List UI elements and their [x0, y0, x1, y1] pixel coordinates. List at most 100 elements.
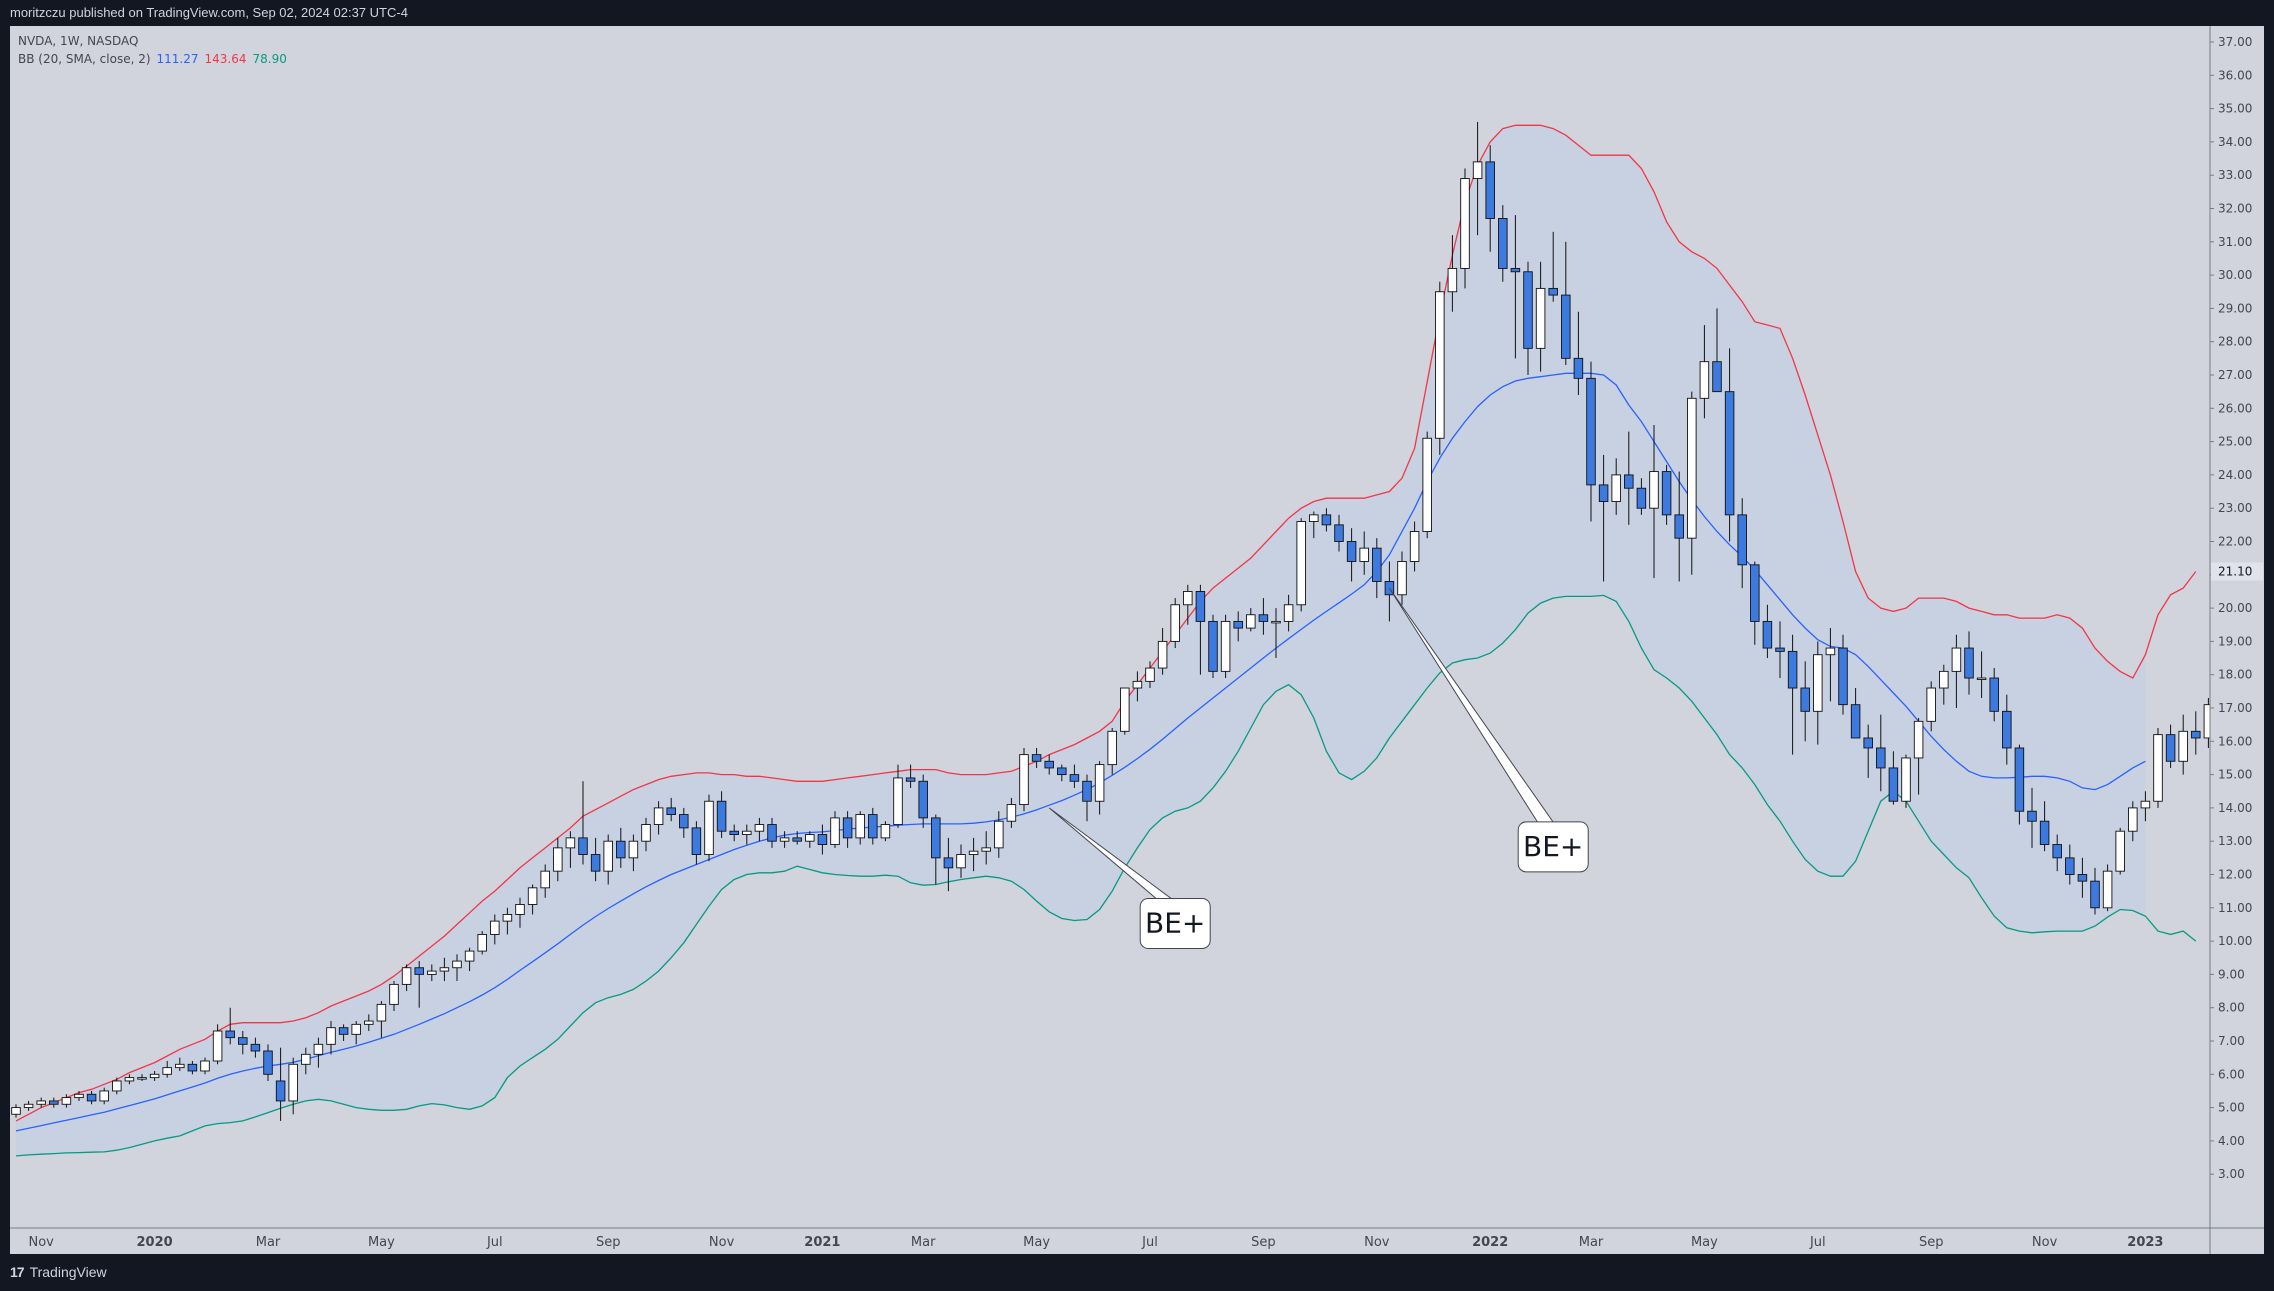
time-tick-label: Nov — [1364, 1235, 1390, 1250]
candle-body — [1649, 471, 1659, 509]
candle-body — [1271, 620, 1281, 624]
candle-body — [1523, 271, 1533, 349]
candle — [1271, 608, 1281, 659]
candle-body — [225, 1030, 235, 1039]
time-tick-label: May — [368, 1235, 395, 1250]
candle-body — [716, 800, 727, 832]
price-tick-label: 23.00 — [2218, 501, 2252, 515]
price-tick-label: 33.00 — [2218, 168, 2252, 182]
brand-name: TradingView — [29, 1264, 107, 1280]
candle-body — [1006, 804, 1017, 822]
candle-body — [880, 824, 891, 839]
candle — [313, 1037, 324, 1068]
candle-body — [1561, 294, 1571, 359]
candle — [830, 811, 840, 848]
price-tick-label: 24.00 — [2218, 468, 2252, 482]
publish-header: moritzczu published on TradingView.com, … — [0, 0, 2274, 26]
price-tick-label: 20.00 — [2218, 601, 2252, 615]
candle — [565, 831, 576, 868]
candle — [288, 1057, 298, 1115]
candle — [1535, 261, 1546, 372]
price-chart[interactable]: BE+ BE+ 3.00 4.00 5.00 6.00 7.00 8.00 9.00 10.00… — [10, 26, 2274, 1254]
price-tick-label: 12.00 — [2218, 868, 2252, 882]
price-tick-label: 11.00 — [2218, 901, 2252, 915]
price-tick-label: 31.00 — [2218, 235, 2252, 249]
candle-body — [893, 777, 903, 825]
price-tick-label: 5.00 — [2218, 1101, 2245, 1115]
candle-body — [527, 887, 538, 905]
candle — [653, 801, 664, 835]
basis-value: 111.27 — [156, 52, 199, 66]
time-tick-label: Sep — [1251, 1235, 1276, 1250]
candle — [2002, 694, 2012, 765]
candle-body — [1964, 647, 1974, 679]
candle-body — [956, 854, 966, 869]
candle — [99, 1087, 109, 1105]
candle — [452, 954, 462, 982]
candle-body — [275, 1080, 286, 1102]
candle-body — [1220, 620, 1231, 672]
candle — [1876, 714, 1886, 792]
price-tick-label: 6.00 — [2218, 1067, 2245, 1081]
candle-body — [603, 840, 613, 872]
symbol-line[interactable]: NVDA, 1W, NASDAQ — [18, 34, 139, 48]
candle — [1044, 754, 1054, 775]
candle — [1183, 584, 1193, 625]
candle — [376, 1001, 387, 1038]
candle-body — [2165, 734, 2176, 762]
candle-body — [1031, 754, 1042, 762]
time-tick-label: Sep — [1919, 1235, 1944, 1250]
candle-body — [1535, 287, 1546, 349]
candle — [162, 1060, 172, 1078]
candle — [1107, 727, 1117, 775]
candle-body — [1485, 161, 1495, 219]
time-tick-label: 2022 — [1472, 1235, 1508, 1250]
candle-body — [2090, 880, 2100, 909]
candle-body — [238, 1037, 248, 1045]
time-tick-label: Mar — [911, 1235, 936, 1250]
candle — [1586, 361, 1596, 522]
candle — [1624, 431, 1634, 525]
candle-body — [2065, 857, 2075, 875]
candle-body — [1598, 484, 1609, 502]
candle — [1031, 747, 1042, 768]
chart-pane[interactable]: BE+ BE+ 3.00 4.00 5.00 6.00 7.00 8.00 9.00 10.00… — [10, 26, 2274, 1254]
candle — [1485, 145, 1495, 252]
time-axis: Nov 2020 Mar May Jul Sep Nov 2021 Mar May Jul Sep No… — [10, 1227, 2264, 1250]
candle-body — [313, 1043, 324, 1055]
candle-body — [2178, 730, 2188, 762]
candle — [124, 1074, 135, 1085]
candle-body — [666, 807, 676, 816]
indicator-line[interactable]: BB (20, SMA, close, 2) 111.27 143.64 78.90 — [18, 50, 287, 68]
candle-body — [1787, 650, 1798, 689]
candle-body — [427, 970, 437, 975]
candle — [2165, 724, 2176, 768]
candle-body — [364, 1020, 374, 1025]
candle — [1472, 121, 1483, 236]
tradingview-logo[interactable]: 17 TradingView — [10, 1264, 107, 1280]
candle-body — [1120, 687, 1130, 732]
candle — [1019, 747, 1029, 812]
candle — [1939, 664, 1949, 705]
price-tick-label: 22.00 — [2218, 535, 2252, 549]
candle-body — [1044, 760, 1054, 769]
candle — [490, 914, 500, 945]
bollinger-bands-layer — [15, 124, 2197, 1157]
time-tick-label: Jul — [1141, 1235, 1158, 1250]
candle — [1069, 764, 1080, 788]
candle — [893, 764, 903, 828]
candle-body — [439, 967, 450, 972]
candle-body — [779, 837, 790, 842]
candle-body — [1372, 547, 1382, 582]
candle — [1573, 311, 1584, 395]
candle — [61, 1094, 72, 1108]
candle — [2178, 714, 2188, 775]
candle-body — [515, 904, 525, 915]
candle — [1926, 681, 1936, 732]
candle-body — [1447, 267, 1458, 293]
candle-body — [1296, 521, 1306, 606]
footer-bar: 17 TradingView — [0, 1254, 2274, 1291]
candle — [1989, 668, 1999, 722]
callout-annotation: BE+ — [1048, 807, 1211, 949]
time-tick-label: Sep — [596, 1235, 621, 1250]
